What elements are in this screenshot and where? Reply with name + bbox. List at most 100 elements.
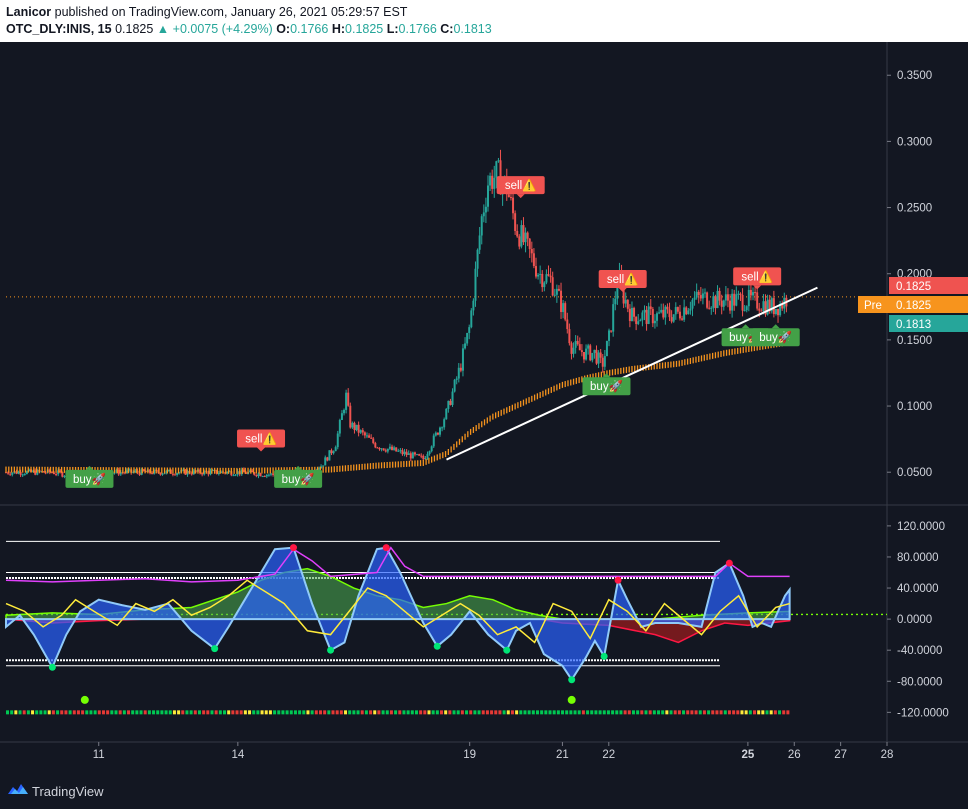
candle-up: [441, 427, 444, 429]
osc-tick-label: -40.0000: [897, 645, 942, 657]
osc-status-cell: [97, 710, 101, 715]
symbol-label[interactable]: OTC_DLY:INIS, 15: [6, 22, 112, 36]
osc-status-cell: [752, 710, 756, 715]
candle-down: [184, 469, 187, 475]
osc-status-cell: [394, 710, 398, 715]
candle-up: [388, 446, 391, 449]
candle-up: [710, 307, 713, 309]
osc-status-cell: [239, 710, 243, 715]
osc-status-cell: [586, 710, 590, 715]
osc-trough-dot: [433, 642, 441, 650]
osc-status-cell: [623, 710, 627, 715]
close-price-badge: 0.1813: [896, 319, 931, 331]
candle-up: [132, 471, 135, 473]
osc-status-cell: [469, 710, 473, 715]
candle-up: [653, 320, 656, 324]
osc-alert-dot: [567, 695, 576, 704]
oscillator-pane[interactable]: [5, 540, 887, 715]
candle-up: [608, 330, 611, 341]
candle-up: [451, 391, 454, 405]
candle-up: [482, 212, 485, 217]
tradingview-logo-icon[interactable]: [7, 782, 29, 796]
candle-down: [566, 319, 569, 330]
candle-down: [142, 469, 145, 472]
chart-header: Lanicor published on TradingView.com, Ja…: [0, 0, 968, 42]
candle-down: [9, 473, 12, 475]
candle-down: [760, 310, 763, 312]
osc-status-cell: [465, 710, 469, 715]
candle-up: [167, 469, 170, 471]
osc-status-cell: [22, 710, 26, 715]
candle-up: [474, 268, 477, 301]
brand-name[interactable]: TradingView: [32, 784, 104, 799]
buy-signal-pointer: [602, 373, 611, 378]
time-axis[interactable]: 11 14 19 21 22 25 26 27 28: [93, 742, 894, 761]
osc-status-cell: [197, 710, 201, 715]
candle-up: [140, 469, 143, 475]
buy-signal-bg: [751, 328, 800, 347]
candle-down: [169, 469, 172, 474]
candle-up: [134, 470, 137, 472]
chart-canvas[interactable]: sell⚠️ buy🚀 buy🚀 sell⚠️ sell⚠️ sell⚠️ buy🚀 buy🚀…: [0, 42, 968, 771]
candle-down: [259, 473, 262, 477]
candle-up: [543, 282, 546, 288]
candle-down: [595, 349, 598, 364]
author-name[interactable]: Lanicor: [6, 5, 52, 19]
candle-down: [781, 303, 784, 309]
osc-status-cell: [477, 710, 481, 715]
candle-down: [117, 469, 120, 475]
osc-status-cell: [590, 710, 594, 715]
osc-tick-label: 40.0000: [897, 583, 939, 595]
candle-up: [359, 430, 362, 433]
osc-status-cell: [535, 710, 539, 715]
candle-down: [224, 472, 227, 474]
candle-up: [743, 310, 746, 312]
time-tick-label: 21: [556, 749, 569, 761]
candle-up: [126, 470, 129, 473]
candle-up: [553, 294, 556, 296]
price-tick-label: 0.1500: [897, 335, 932, 347]
candle-up: [574, 340, 577, 348]
candle-up: [317, 468, 320, 470]
osc-tick-label: -120.0000: [897, 707, 949, 719]
candle-up: [257, 473, 260, 477]
osc-status-cell: [506, 710, 510, 715]
candle-up: [430, 446, 433, 452]
candle-down: [7, 472, 10, 474]
candle-up: [658, 312, 661, 314]
buy-signal-label: buy🚀: [759, 330, 793, 344]
price-pane[interactable]: sell⚠️ buy🚀 buy🚀 sell⚠️ sell⚠️ sell⚠️ buy🚀 buy🚀…: [5, 149, 887, 488]
candle-up: [762, 301, 765, 311]
osc-status-cell: [473, 710, 477, 715]
osc-status-cell: [210, 710, 214, 715]
close-value: 0.1813: [453, 22, 492, 36]
osc-status-cell: [640, 710, 644, 715]
candle-down: [754, 292, 757, 294]
osc-status-cell: [460, 710, 464, 715]
osc-status-cell: [481, 710, 485, 715]
osc-status-cell: [293, 710, 297, 715]
candle-up: [585, 348, 588, 360]
candle-up: [447, 400, 450, 409]
close-label: C:: [440, 22, 454, 36]
osc-status-cell: [281, 710, 285, 715]
osc-status-cell: [156, 710, 160, 715]
osc-status-cell: [68, 710, 72, 715]
candle-down: [199, 469, 202, 474]
candle-down: [263, 476, 266, 478]
candle-up: [724, 294, 727, 301]
candle-down: [418, 454, 421, 456]
candle-up: [637, 321, 640, 324]
time-tick-label: 19: [463, 749, 476, 761]
candle-up: [332, 451, 335, 454]
osc-status-cell: [385, 710, 389, 715]
candle-down: [582, 352, 585, 360]
candle-up: [178, 472, 181, 474]
candle-up: [453, 379, 456, 392]
candle-up: [639, 320, 642, 322]
osc-status-cell: [690, 710, 694, 715]
osc-status-cell: [452, 710, 456, 715]
osc-status-cell: [523, 710, 527, 715]
symbol-line: OTC_DLY:INIS, 15 0.1825 ▲ +0.0075 (+4.29…: [6, 22, 492, 36]
osc-status-cell: [786, 710, 790, 715]
